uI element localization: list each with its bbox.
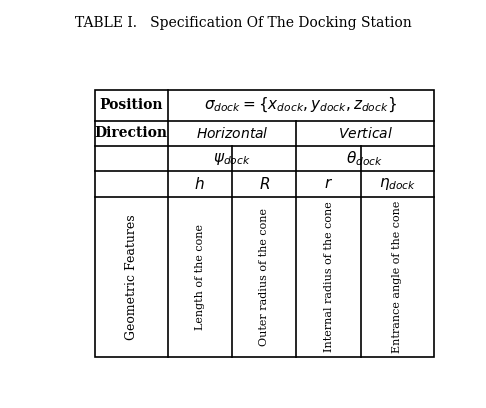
Text: Entrance angle of the cone: Entrance angle of the cone (392, 201, 402, 353)
Text: Internal radius of the cone: Internal radius of the cone (324, 202, 333, 352)
Text: $\mathbf{\mathit{h}}$: $\mathbf{\mathit{h}}$ (194, 176, 205, 192)
Text: Outer radius of the cone: Outer radius of the cone (259, 208, 269, 346)
Text: $\theta_{dock}$: $\theta_{dock}$ (347, 149, 383, 168)
Text: $\eta_{dock}$: $\eta_{dock}$ (379, 176, 416, 192)
Text: Geometric Features: Geometric Features (124, 214, 138, 339)
Text: Direction: Direction (95, 126, 168, 140)
Bar (95, 90, 434, 357)
Text: $\mathbf{\mathit{Horizontal}}$: $\mathbf{\mathit{Horizontal}}$ (195, 126, 268, 141)
Text: Position: Position (99, 98, 163, 112)
Text: Length of the cone: Length of the cone (195, 224, 205, 330)
Text: $\mathbf{\mathit{Vertical}}$: $\mathbf{\mathit{Vertical}}$ (337, 126, 393, 141)
Text: $\psi_{dock}$: $\psi_{dock}$ (213, 151, 251, 166)
Text: $\sigma_{dock}=\{x_{dock}, y_{dock}, z_{dock}\}$: $\sigma_{dock}=\{x_{dock}, y_{dock}, z_{… (204, 96, 397, 114)
Text: TABLE I.   Specification Of The Docking Station: TABLE I. Specification Of The Docking St… (75, 16, 411, 30)
Text: $\mathbf{\mathit{r}}$: $\mathbf{\mathit{r}}$ (324, 177, 333, 191)
Text: $\mathbf{\mathit{R}}$: $\mathbf{\mathit{R}}$ (259, 176, 270, 192)
